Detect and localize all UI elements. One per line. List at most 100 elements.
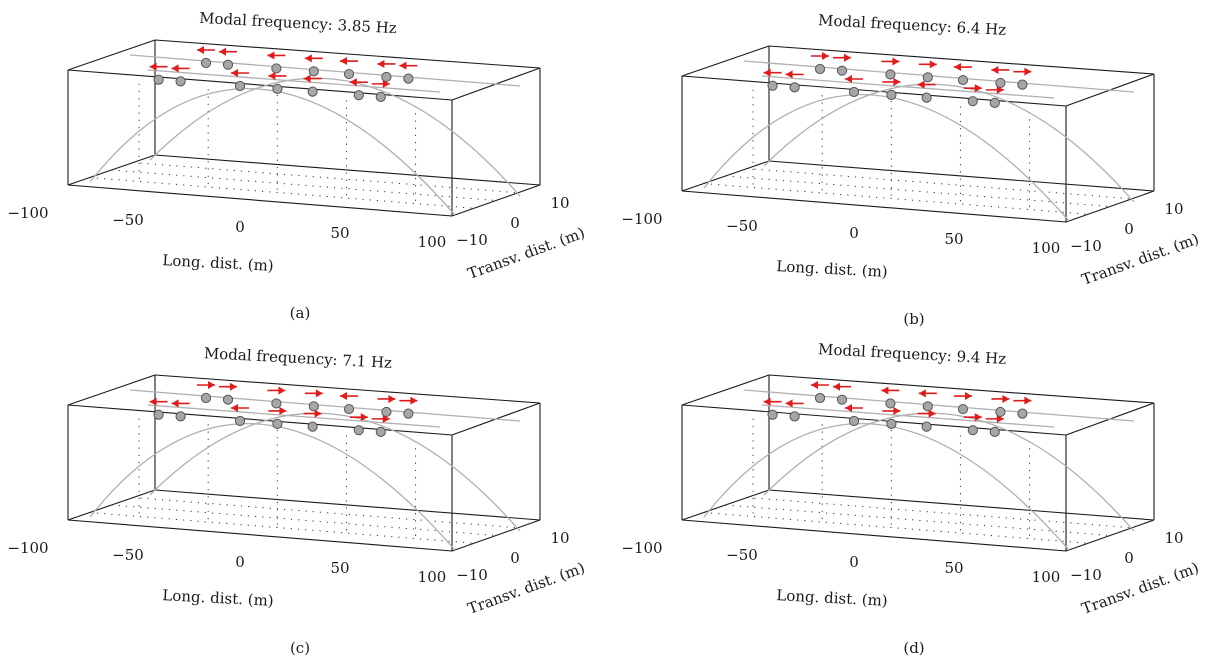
- mode-arrow-head: [811, 381, 818, 389]
- y-tick-label: −10: [456, 231, 488, 249]
- mode-arrow-head: [230, 382, 237, 391]
- mode-arrow-head: [974, 84, 982, 93]
- deck-line: [129, 389, 521, 422]
- sensor-node: [886, 418, 897, 429]
- arch-curve: [763, 83, 1135, 203]
- mode-arrow-head: [1002, 394, 1010, 403]
- deck-line: [129, 54, 521, 87]
- box-edge: [67, 69, 453, 101]
- deck-line: [147, 69, 441, 93]
- mode-arrow-head: [763, 397, 771, 406]
- mode-arrow-head: [149, 397, 157, 406]
- x-tick-label: −100: [621, 210, 662, 228]
- x-tick-label: 50: [330, 559, 349, 577]
- arch-curve: [763, 412, 1135, 532]
- mode-arrow-head: [892, 57, 900, 66]
- y-tick-label: −10: [456, 566, 488, 584]
- sensor-node: [848, 86, 860, 98]
- mode-arrow-head: [349, 78, 357, 87]
- mode-arrow-head: [1024, 67, 1032, 76]
- panel-label: (a): [290, 304, 311, 322]
- box-edge: [67, 519, 453, 552]
- box-edge: [681, 374, 770, 406]
- panel-label: (d): [903, 639, 924, 657]
- sensor-node: [922, 72, 933, 83]
- mode-arrow-head: [893, 406, 901, 415]
- box-edge: [681, 160, 770, 192]
- sensor-node: [353, 90, 364, 101]
- y-tick-label: 10: [550, 529, 569, 547]
- mode-arrow-head: [231, 69, 238, 77]
- mode-arrow-head: [171, 64, 179, 73]
- panel-label: (c): [290, 639, 310, 657]
- panel-label: (b): [903, 310, 924, 328]
- box-edge: [154, 39, 541, 69]
- mode-arrow-head: [382, 414, 390, 423]
- sensor-node: [921, 92, 932, 103]
- sensor-node: [995, 77, 1006, 89]
- sensor-node: [175, 76, 186, 87]
- sensor-node: [271, 398, 282, 409]
- mode-arrow-head: [278, 386, 286, 395]
- arch-curve: [89, 423, 456, 551]
- sensor-node: [814, 63, 826, 75]
- sensor-node: [353, 425, 364, 436]
- box-edge: [67, 374, 156, 406]
- x-tick-label: 0: [849, 553, 859, 571]
- sensor-node: [885, 69, 896, 80]
- chart-title: Modal frequency: 9.4 Hz: [818, 340, 1007, 368]
- x-axis-label: Long. dist. (m): [776, 586, 888, 610]
- mode-arrow-head: [377, 59, 385, 68]
- x-tick-label: −50: [726, 546, 758, 564]
- sensor-node: [989, 426, 1000, 437]
- sensor-node: [921, 421, 932, 432]
- sensor-node: [814, 392, 826, 404]
- mode-arrow-head: [991, 65, 999, 74]
- arch-curve: [89, 88, 456, 216]
- x-tick-label: 50: [330, 224, 349, 242]
- y-tick-label: 0: [510, 214, 520, 232]
- box-edge: [67, 154, 156, 186]
- mode-arrow-head: [279, 406, 287, 415]
- sensor-node: [885, 398, 896, 409]
- x-tick-label: 100: [418, 568, 447, 586]
- mode-arrow-head: [845, 404, 852, 412]
- sensor-node: [381, 71, 392, 83]
- x-tick-label: −50: [112, 211, 144, 229]
- box-edge: [681, 75, 1067, 107]
- grid-line: [133, 162, 519, 194]
- mode-arrow-head: [410, 396, 418, 405]
- chart-panel: Modal frequency: 7.1 Hz−100 −50 0 50 100Long…: [7, 344, 587, 657]
- box-edge: [67, 39, 156, 71]
- sensor-node: [836, 65, 848, 76]
- y-tick-label: 0: [510, 549, 520, 567]
- sensor-node: [836, 394, 848, 405]
- mode-arrow-head: [996, 414, 1004, 423]
- sensor-node: [1017, 79, 1028, 90]
- mode-arrow-head: [917, 80, 925, 89]
- mode-arrow-head: [965, 392, 972, 401]
- x-tick-label: 0: [849, 224, 859, 242]
- deck-line: [743, 389, 1135, 422]
- box-edge: [67, 489, 156, 521]
- x-tick-label: −100: [7, 539, 48, 557]
- box-edge: [67, 404, 453, 436]
- sensor-node: [995, 406, 1006, 418]
- y-tick-label: 10: [1164, 529, 1183, 547]
- sensor-node: [272, 83, 283, 94]
- chart-title: Modal frequency: 3.85 Hz: [199, 9, 398, 37]
- sensor-node: [308, 401, 319, 412]
- arch-curve: [703, 94, 1070, 222]
- mode-arrow-head: [954, 63, 961, 72]
- grid-line: [133, 497, 519, 529]
- grid-line: [89, 177, 475, 209]
- box-edge: [768, 45, 1155, 75]
- sensor-node: [767, 80, 778, 91]
- y-tick-label: −10: [1070, 237, 1102, 255]
- arch-curve: [703, 423, 1070, 551]
- mode-arrow-head: [340, 392, 347, 401]
- box-edge: [681, 404, 1067, 436]
- box-edge: [451, 519, 541, 552]
- chart-title: Modal frequency: 6.4 Hz: [818, 11, 1007, 39]
- mode-arrow-head: [844, 53, 851, 62]
